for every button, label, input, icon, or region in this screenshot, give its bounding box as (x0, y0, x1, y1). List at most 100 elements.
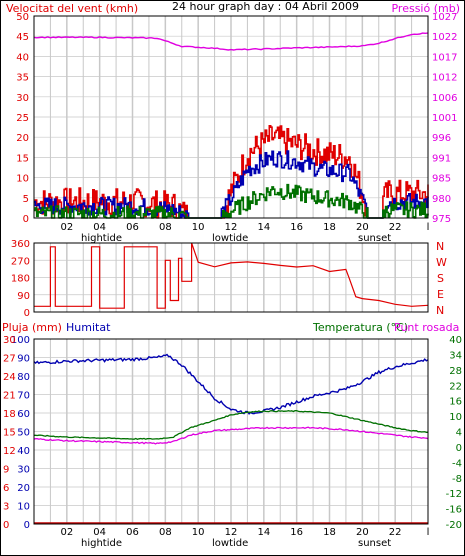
direction-tick-label: 360 (11, 239, 30, 250)
wind-tick-label: 15 (16, 153, 29, 164)
x-tick-label-top: 10 (192, 222, 205, 233)
x-tick-label-top: 14 (257, 222, 270, 233)
x-tick-label-top: 02 (60, 222, 73, 233)
pressure-tick-label: 996 (432, 133, 451, 144)
temp-tick-label: -20 (446, 520, 462, 531)
x-tick-label-bottom: l (427, 527, 430, 538)
panel-frame-1 (33, 15, 429, 219)
pressio-title: Pressió (mb) (391, 2, 460, 15)
temp-tick-label: 28 (449, 366, 462, 377)
dir-label-n-bottom: N (436, 304, 444, 317)
vent-title: Velocitat del vent (kmh) (6, 2, 138, 15)
sunset-label-top: sunset (358, 233, 391, 244)
wind-direction-line (34, 242, 429, 309)
humidity-line (33, 353, 429, 415)
direction-tick-label: 270 (11, 256, 30, 267)
wind-tick-label: 30 (16, 93, 29, 104)
pressure-line (33, 32, 429, 51)
temp-tick-label: -8 (452, 474, 462, 485)
pluja-tick-label: 3 (3, 502, 9, 513)
pressure-tick-label: 985 (432, 174, 451, 185)
humitat-tick-label: 0 (24, 520, 30, 531)
rosada-title: Punt rosada (394, 321, 459, 334)
wind-average-line (34, 150, 429, 219)
x-tick-label-bottom: 12 (225, 527, 238, 538)
temp-tick-label: 34 (449, 350, 462, 361)
x-tick-label-bottom: 14 (257, 527, 270, 538)
humitat-tick-label: 10 (17, 502, 30, 513)
pluja-tick-label: 18 (3, 409, 16, 420)
lowtide-label-top: lowtide (212, 233, 248, 244)
temp-tick-label: 16 (449, 397, 462, 408)
wind-tick-label: 50 (16, 12, 29, 23)
wind-tick-label: 20 (16, 133, 29, 144)
dewpoint-line (33, 426, 429, 445)
temp-tick-label: 0 (456, 443, 462, 454)
temp-tick-label: 22 (449, 381, 462, 392)
temp-title: Temperatura (°C) (312, 321, 408, 334)
wind-tick-label: 45 (16, 32, 29, 43)
humitat-tick-label: 60 (17, 409, 30, 420)
direction-tick-label: 0 (24, 308, 30, 319)
wind-tick-label: 10 (16, 174, 29, 185)
dir-label-w: W (436, 256, 447, 269)
x-tick-label-bottom: 18 (323, 527, 336, 538)
hightide-label-bottom: hightide (81, 538, 122, 549)
pressure-tick-label: 1012 (432, 73, 457, 84)
temp-tick-label: 4 (456, 428, 462, 439)
panel-frame-3 (33, 338, 429, 525)
wind-tick-label: 40 (16, 52, 29, 63)
direction-tick-label: 90 (17, 291, 30, 302)
pressure-tick-label: 1006 (432, 93, 457, 104)
pluja-tick-label: 12 (3, 446, 16, 457)
humitat-tick-label: 70 (17, 391, 30, 402)
temp-tick-label: 40 (449, 335, 462, 346)
pluja-tick-label: 21 (3, 391, 16, 402)
temp-tick-label: 10 (449, 412, 462, 423)
x-tick-label-top: l (427, 222, 430, 233)
humitat-tick-label: 50 (17, 428, 30, 439)
lowtide-label-bottom: lowtide (212, 538, 248, 549)
pluja-tick-label: 24 (3, 372, 16, 383)
x-tick-label-bottom: 16 (290, 527, 303, 538)
temp-tick-label: -12 (446, 489, 462, 500)
pluja-tick-label: 0 (3, 520, 9, 531)
wind-tick-label: 35 (16, 73, 29, 84)
dir-label-e: E (437, 288, 444, 301)
wind-tick-label: 25 (16, 113, 29, 124)
x-tick-label-top: 06 (126, 222, 139, 233)
pluja-tick-label: 15 (3, 428, 16, 439)
pluja-tick-label: 27 (3, 354, 16, 365)
chart-title: 24 hour graph day : 04 Abril 2009 (172, 0, 359, 13)
hightide-label-top: hightide (81, 233, 122, 244)
pressure-tick-label: 991 (432, 153, 451, 164)
pluja-tick-label: 9 (3, 465, 9, 476)
pressure-tick-label: 1017 (432, 52, 457, 63)
humitat-tick-label: 20 (17, 483, 30, 494)
x-tick-label-bottom: 22 (389, 527, 402, 538)
humitat-tick-label: 30 (17, 465, 30, 476)
humitat-tick-label: 90 (17, 354, 30, 365)
temp-tick-label: -16 (446, 505, 462, 516)
temp-tick-label: -4 (452, 458, 462, 469)
x-tick-label-top: 04 (93, 222, 106, 233)
wind-tick-label: 5 (23, 194, 29, 205)
x-tick-label-bottom: 20 (356, 527, 369, 538)
pressure-tick-label: 975 (432, 214, 451, 225)
direction-tick-label: 180 (11, 274, 30, 285)
humitat-tick-label: 40 (17, 446, 30, 457)
x-tick-label-bottom: 06 (126, 527, 139, 538)
sunset-label-bottom: sunset (358, 538, 391, 549)
panel-frame-2 (33, 242, 429, 313)
x-tick-label-bottom: 04 (93, 527, 106, 538)
x-tick-label-bottom: 10 (192, 527, 205, 538)
pluja-tick-label: 6 (3, 483, 9, 494)
humitat-tick-label: 80 (17, 372, 30, 383)
pressure-tick-label: 980 (432, 194, 451, 205)
pressure-tick-label: 1022 (432, 32, 457, 43)
dir-label-n-top: N (436, 240, 444, 253)
x-tick-label-top: 18 (323, 222, 336, 233)
temperature-line (34, 409, 429, 440)
